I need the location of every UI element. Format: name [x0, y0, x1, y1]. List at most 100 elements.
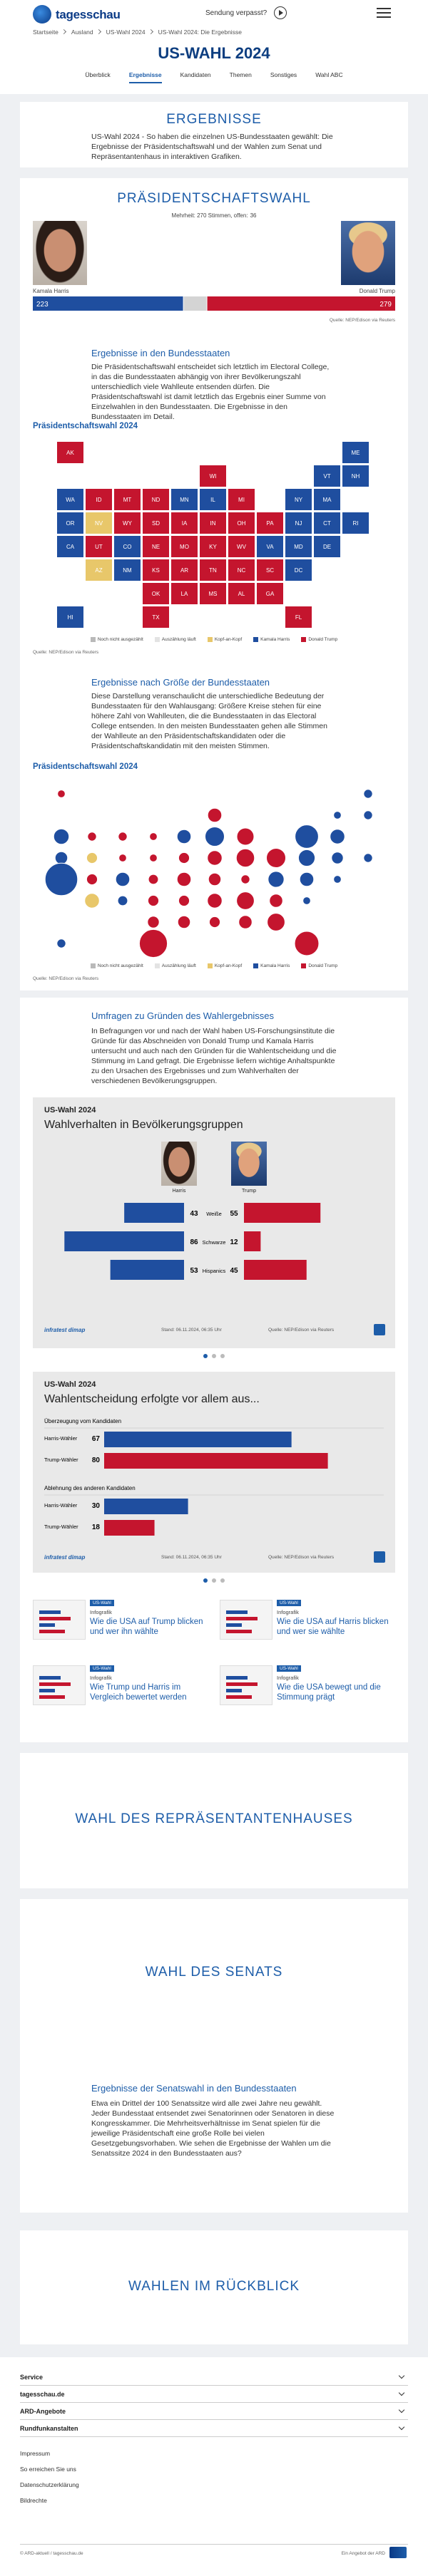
source: Quelle: NEP/Edison via Reuters — [329, 318, 395, 323]
state-tile — [200, 489, 226, 510]
chart: Überzeugung vom Kandidaten Harris-Wähler 6… — [44, 1418, 384, 1536]
brand: infratest dimap — [44, 1554, 86, 1561]
legend-item: Auszählung läuft — [154, 637, 196, 642]
subheading: Umfragen zu Gründen des Wahlergebnisses — [91, 1010, 275, 1021]
state-tile — [228, 512, 255, 534]
state-bubble — [207, 807, 223, 823]
footer-accordion[interactable]: Rundfunkanstalten — [20, 2421, 408, 2437]
nav-tab[interactable]: Themen — [229, 71, 252, 78]
teaser-image — [33, 1665, 86, 1705]
section-label: Ablehnung des anderen Kandidaten — [44, 1485, 136, 1491]
state-label: WI — [210, 473, 217, 480]
state-tile — [342, 442, 369, 463]
teaser[interactable]: US-Wahl Infografik Wie die USA bewegt und … — [220, 1665, 395, 1722]
breadcrumb-item[interactable]: US-Wahl 2024 — [93, 29, 146, 36]
state-bubble — [236, 827, 255, 846]
share-icon[interactable] — [374, 1324, 385, 1335]
breadcrumb-item[interactable]: US-Wahl 2024: Die Ergebnisse — [146, 29, 242, 36]
slider-dot[interactable] — [220, 1578, 225, 1583]
thumb-bar — [39, 1689, 55, 1692]
slider-dot[interactable] — [203, 1354, 208, 1358]
state-label: HI — [68, 614, 73, 621]
footer-link[interactable]: Datenschutzerklärung — [20, 2481, 79, 2488]
state-label: TX — [152, 614, 160, 621]
legend-swatch — [301, 963, 307, 968]
logo-icon[interactable] — [33, 5, 51, 24]
state-tile — [314, 465, 340, 487]
state-bubble — [148, 874, 159, 885]
nav-tab[interactable]: Sonstiges — [270, 71, 297, 78]
thumb-bar — [39, 1630, 65, 1633]
state-bubble — [240, 874, 250, 884]
state-tile — [228, 583, 255, 604]
state-label: OR — [66, 520, 75, 527]
state-label: IL — [210, 497, 215, 503]
footer-link[interactable]: So erreichen Sie uns — [20, 2466, 76, 2473]
accordion-label: ARD-Angebote — [20, 2408, 66, 2415]
state-bubble — [147, 894, 160, 907]
state-bubble — [53, 828, 70, 845]
state-tile — [86, 536, 112, 557]
slider-dot[interactable] — [203, 1578, 208, 1583]
legend-item: Donald Trump — [301, 963, 337, 968]
footer-accordion[interactable]: ARD-Angebote — [20, 2404, 408, 2420]
state-tile — [342, 512, 369, 534]
footer-link[interactable]: Impressum — [20, 2450, 51, 2457]
logo-text[interactable]: tagesschau — [56, 8, 121, 21]
share-icon[interactable] — [374, 1551, 385, 1563]
legend-label: Auszählung läuft — [161, 963, 196, 968]
state-label: OK — [152, 591, 160, 597]
nav-tab[interactable]: Kandidaten — [180, 71, 211, 78]
state-bubble — [330, 829, 345, 844]
state-tile — [57, 489, 83, 510]
ard-note: Ein Angebot der ARD — [341, 2551, 385, 2556]
teaser[interactable]: US-Wahl Infografik Wie Trump und Harris im… — [33, 1665, 208, 1722]
teaser[interactable]: US-Wahl Infografik Wie die USA auf Harris … — [220, 1600, 395, 1657]
accordion-chevron — [398, 2406, 405, 2414]
senate-text: Etwa ein Drittel der 100 Senatssitze wir… — [91, 2099, 335, 2158]
state-label: MN — [180, 497, 189, 503]
bar — [104, 1520, 155, 1536]
state-bubble — [302, 896, 311, 905]
state-tile — [228, 536, 255, 557]
nav-tab[interactable]: Ergebnisse — [128, 71, 162, 83]
footer-link[interactable]: Bildrechte — [20, 2497, 47, 2504]
ard-logo[interactable] — [389, 2547, 407, 2558]
chart — [44, 789, 373, 958]
slider-dot[interactable] — [212, 1354, 216, 1358]
state-tile — [171, 512, 198, 534]
teaser[interactable]: US-Wahl Infografik Wie die USA auf Trump b… — [33, 1600, 208, 1657]
source: Quelle: NEP/Edison via Reuters — [33, 976, 99, 981]
candidate-photo — [341, 221, 395, 285]
menu-button[interactable] — [377, 8, 391, 19]
nav-tab[interactable]: Überblick — [85, 71, 111, 78]
state-tile — [257, 512, 283, 534]
state-label: WA — [66, 497, 75, 503]
teaser-kicker: Infografik — [277, 1675, 299, 1681]
footer-accordion[interactable]: tagesschau.de — [20, 2387, 408, 2403]
state-bubble — [87, 832, 97, 842]
bar — [104, 1432, 292, 1447]
state-bubble — [117, 895, 128, 906]
card: WAHL DES SENATS Ergebnisse der Senatswahl… — [20, 1899, 408, 2213]
missed-show-link[interactable]: Sendung verpasst? — [205, 9, 268, 17]
slider-dot[interactable] — [220, 1354, 225, 1358]
legend-label: Donald Trump — [308, 963, 338, 968]
state-bubble — [236, 891, 255, 910]
bar — [104, 1499, 188, 1514]
footer-accordion[interactable]: Service — [20, 2370, 408, 2386]
value-label: 12 — [230, 1238, 238, 1246]
menu-line — [377, 12, 391, 14]
state-bubble — [235, 848, 255, 868]
candidate-name: Kamala Harris — [33, 288, 69, 294]
majority-text: Mehrheit: 270 Stimmen, offen: — [171, 212, 248, 219]
slider-dot[interactable] — [212, 1578, 216, 1583]
thumb-bar — [226, 1610, 248, 1614]
nav-tab[interactable]: Wahl ABC — [315, 71, 343, 78]
state-bubble — [295, 824, 319, 849]
value-label: 53 — [190, 1267, 198, 1275]
breadcrumb-item[interactable]: Ausland — [58, 29, 93, 36]
category-label: Hispanics — [203, 1268, 226, 1274]
breadcrumb-item[interactable]: Startseite — [33, 29, 58, 36]
thumb-bar — [39, 1676, 61, 1680]
